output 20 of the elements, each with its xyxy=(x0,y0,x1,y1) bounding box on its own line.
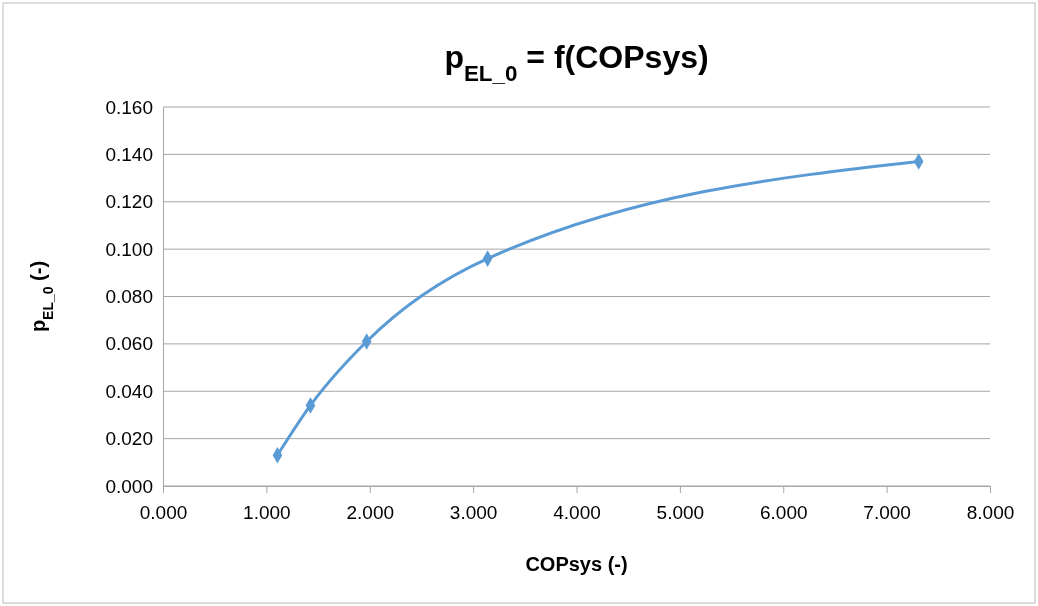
x-tick-label: 6.000 xyxy=(759,501,808,523)
x-tick-label: 3.000 xyxy=(449,501,498,523)
y-tick-label: 0.100 xyxy=(105,238,153,260)
y-tick-label: 0.120 xyxy=(105,191,153,213)
y-tick-label: 0.040 xyxy=(105,380,153,402)
y-tick-label: 0.020 xyxy=(105,428,153,450)
y-tick-label: 0.080 xyxy=(105,286,153,308)
y-tick-label: 0.140 xyxy=(105,143,153,165)
y-tick-label: 0.000 xyxy=(105,475,153,497)
x-tick-label: 8.000 xyxy=(966,501,1015,523)
x-tick-label: 7.000 xyxy=(863,501,911,523)
x-axis-title: COPsys (-) xyxy=(525,553,628,575)
x-tick-label: 5.000 xyxy=(656,501,705,523)
x-tick-label: 1.000 xyxy=(243,501,291,523)
x-tick-label: 0.000 xyxy=(139,501,188,523)
y-tick-label: 0.160 xyxy=(105,96,153,118)
x-tick-label: 4.000 xyxy=(553,501,601,523)
chart-title: p$_{EL_0}$ = f(COPsys) xyxy=(444,39,709,86)
x-tick-label: 2.000 xyxy=(346,501,395,523)
y-tick-label: 0.060 xyxy=(105,333,153,355)
